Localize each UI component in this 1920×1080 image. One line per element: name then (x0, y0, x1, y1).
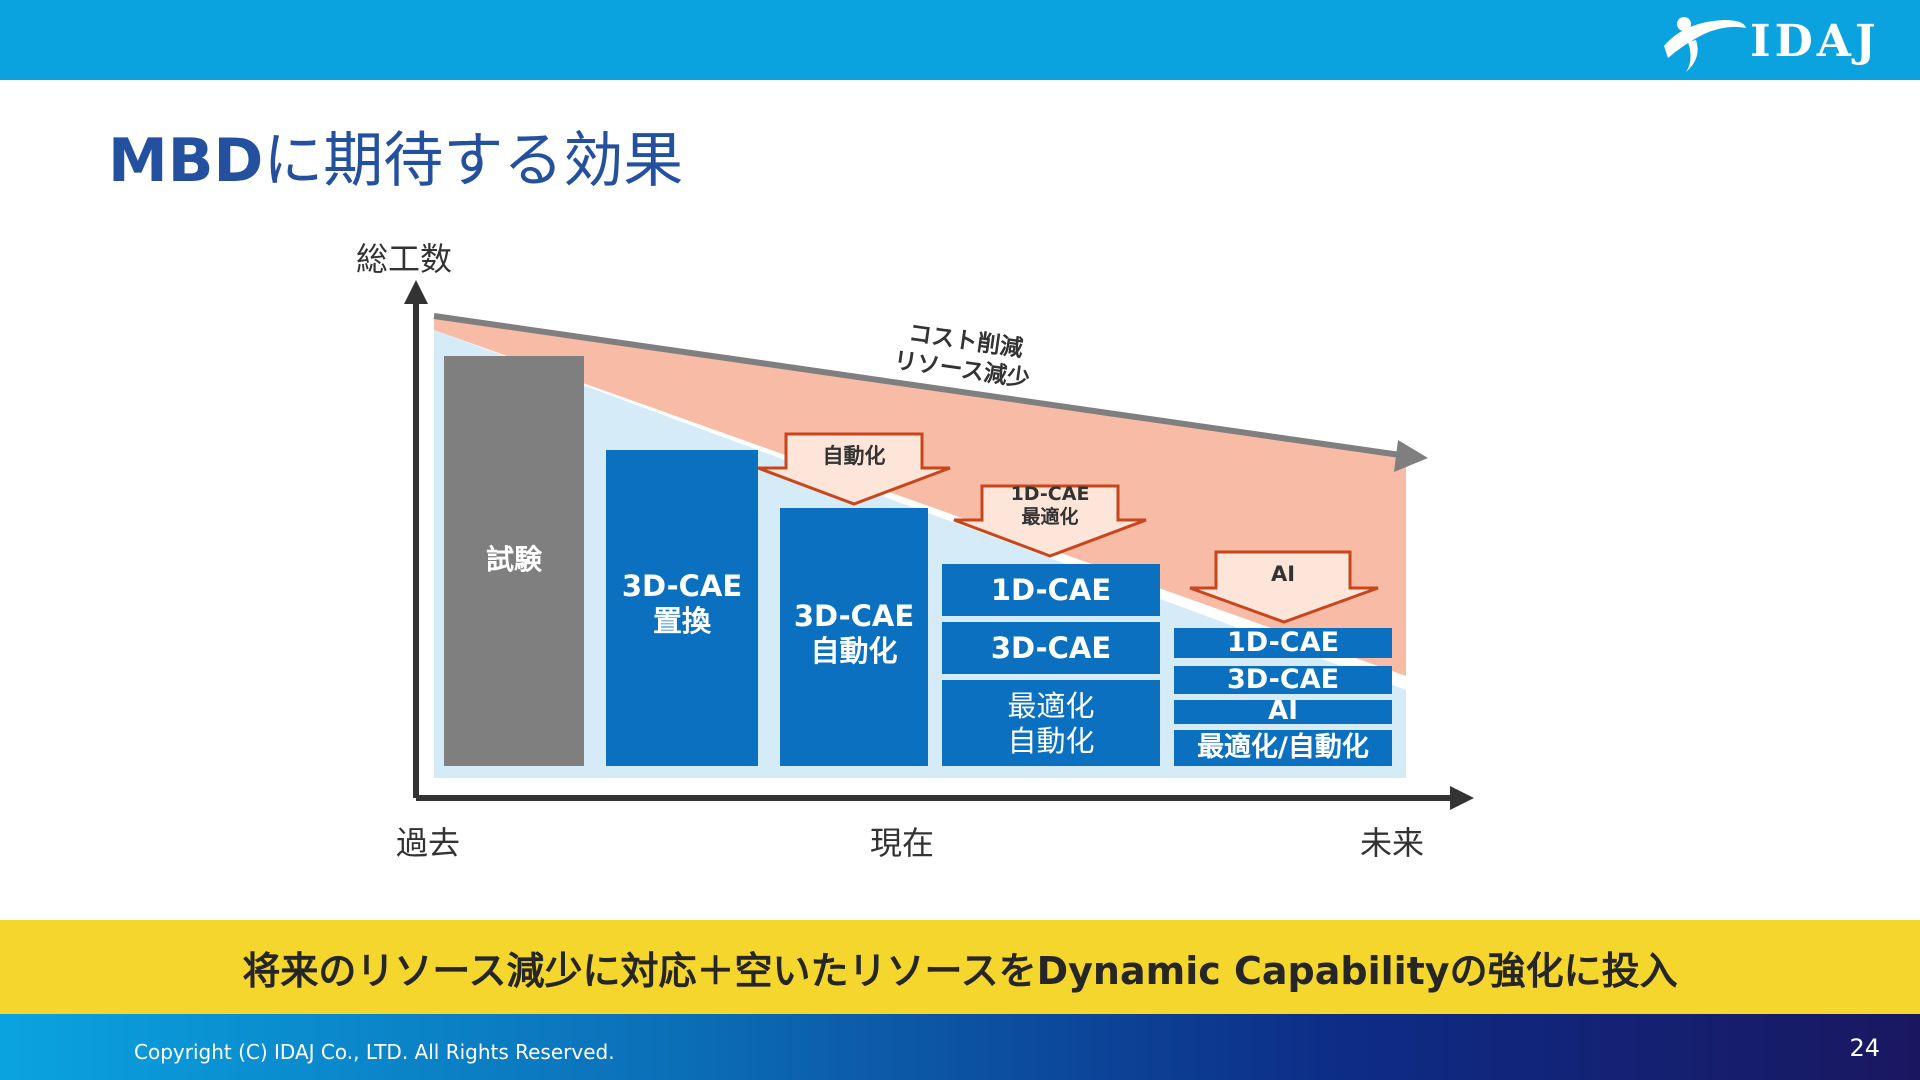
bar-fut-1dcae-label: 1D-CAE (1226, 626, 1340, 658)
bar-now-opt-label: 最適化 自動化 (1007, 689, 1095, 758)
y-axis-label: 総工数 (356, 240, 453, 278)
bar-now-1dcae-label: 1D-CAE (990, 572, 1112, 607)
bar-3dcae-replace (606, 450, 758, 766)
bar-now-3dcae (942, 622, 1160, 674)
bar-test-label: 試験 (485, 543, 542, 577)
arrow-opt-label: 1D-CAE 最適化 (1010, 483, 1090, 528)
bar-test (444, 356, 584, 766)
x-label-future: 未来 (1360, 824, 1425, 862)
header-bar: IDAJ (0, 0, 1920, 80)
bar-fut-opt-label: 最適化/自動化 (1197, 731, 1369, 763)
bar-fut-ai (1174, 700, 1392, 724)
conclusion-banner: 将来のリソース減少に対応＋空いたリソースをDynamic Capabilityの… (0, 920, 1920, 1014)
bar-now-1dcae (942, 564, 1160, 616)
copyright-text: Copyright (C) IDAJ Co., LTD. All Rights … (134, 1040, 615, 1064)
bar-fut-3dcae-label: 3D-CAE (1226, 663, 1340, 695)
trend-arrowhead (1394, 440, 1428, 472)
bar-fut-ai-label: AI (1268, 696, 1298, 727)
idaj-logo: IDAJ (1654, 12, 1884, 74)
reduction-area (434, 318, 1406, 676)
page-title: MBDに期待する効果 (108, 126, 684, 196)
page-number: 24 (1849, 1034, 1880, 1062)
y-axis-arrowhead (404, 280, 428, 304)
bar-fut-opt (1174, 730, 1392, 766)
x-label-now: 現在 (870, 824, 935, 862)
bar-now-opt (942, 680, 1160, 766)
bar-now-3dcae-label: 3D-CAE (990, 630, 1112, 665)
arrow-ai (1189, 550, 1379, 624)
arrow-auto (757, 432, 951, 506)
bar-3dcae-auto (780, 508, 928, 766)
logo-mark-icon (1664, 17, 1746, 72)
x-axis-arrowhead (1450, 786, 1474, 810)
bar-fut-3dcae (1174, 666, 1392, 694)
conclusion-text: 将来のリソース減少に対応＋空いたリソースをDynamic Capabilityの… (242, 948, 1678, 993)
trend-line (433, 313, 1401, 458)
bar-replace-label: 3D-CAE 置換 (621, 569, 743, 638)
bar-auto-label: 3D-CAE 自動化 (793, 599, 915, 668)
arrow-ai-label: AI (1270, 562, 1296, 586)
logo-text: IDAJ (1750, 16, 1880, 67)
bar-fut-1dcae (1174, 628, 1392, 658)
footer-bar: Copyright (C) IDAJ Co., LTD. All Rights … (0, 1014, 1920, 1080)
arrow-1dcae-opt (953, 484, 1147, 558)
arrow-auto-label: 自動化 (822, 444, 886, 468)
x-label-past: 過去 (396, 824, 461, 862)
